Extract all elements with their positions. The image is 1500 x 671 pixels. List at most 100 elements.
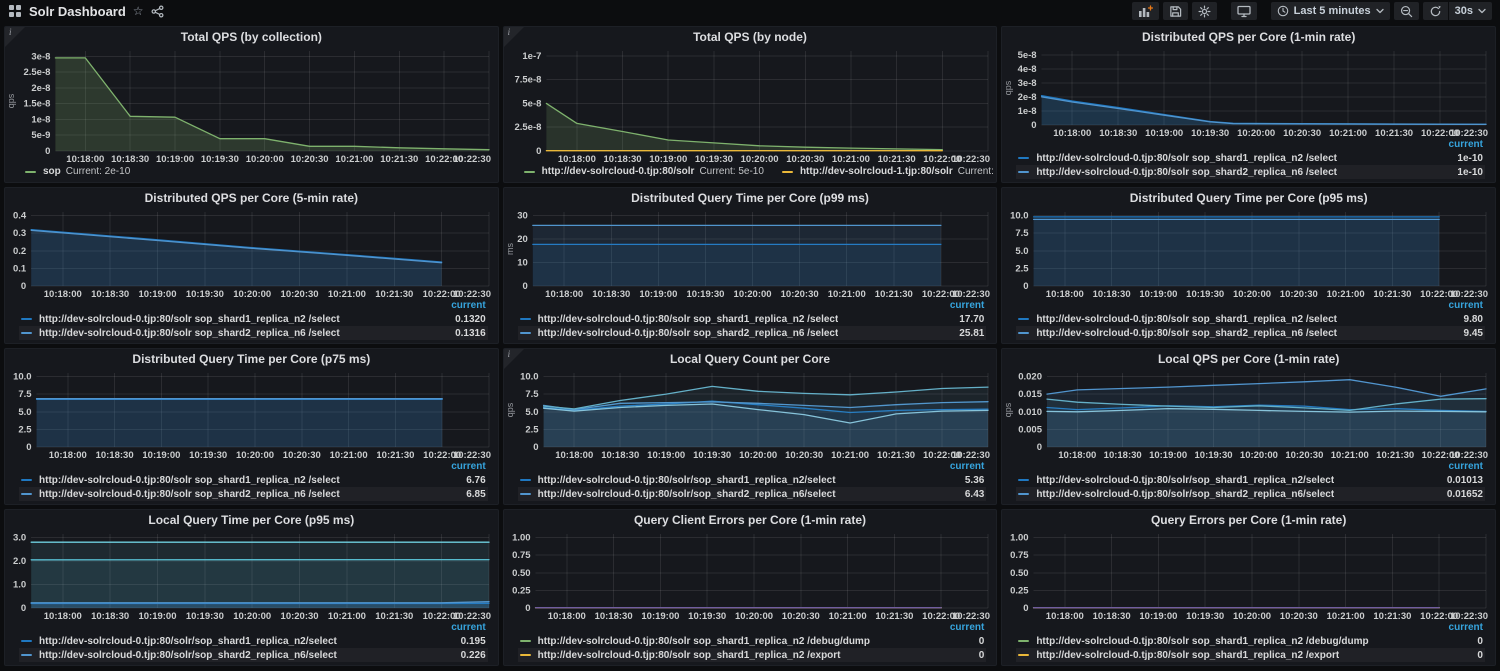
legend-current-column-header[interactable]: current <box>949 300 985 311</box>
y-axis: 10.0 7.5 5.0 2.5 0 <box>1010 211 1029 292</box>
series-current-value: 0.01652 <box>1446 488 1483 500</box>
time-series-chart[interactable]: 10:18:00 10:18:30 10:19:00 10:19:30 10:20:00… <box>5 46 498 165</box>
panel-title[interactable]: Distributed QPS per Core (1-min rate) <box>1141 30 1356 44</box>
legend-series-toggle[interactable]: http://dev-solrcloud-0.tjp:80/solr/sop_s… <box>19 634 488 648</box>
legend-series-toggle[interactable]: http://dev-solrcloud-0.tjp:80/solr sop_s… <box>1016 648 1485 662</box>
zoom-out-button[interactable] <box>1393 2 1419 20</box>
add-panel-button[interactable] <box>1131 2 1159 20</box>
dashboard-title[interactable]: Solr Dashboard <box>29 3 126 19</box>
refresh-interval-picker[interactable]: 30s <box>1448 2 1492 20</box>
x-axis: 10:18:00 10:18:30 10:19:00 10:19:30 10:20:00… <box>555 450 990 461</box>
time-series-chart[interactable]: 10:18:00 10:18:30 10:19:00 10:19:30 10:20:00… <box>504 368 997 461</box>
panel-title[interactable]: Distributed QPS per Core (5-min rate) <box>144 191 359 205</box>
cycle-view-mode-button[interactable] <box>1230 2 1257 20</box>
legend-current-column-header[interactable]: current <box>949 622 985 633</box>
legend-series-toggle[interactable]: http://dev-solrcloud-0.tjp:80/solr sop_s… <box>19 473 488 487</box>
time-series-chart[interactable]: 10:18:00 10:18:30 10:19:00 10:19:30 10:20:00… <box>1002 46 1495 139</box>
svg-text:7.5: 7.5 <box>525 389 539 400</box>
legend-current-column-header[interactable]: current <box>451 461 486 472</box>
legend-series-toggle[interactable]: http://dev-solrcloud-0.tjp:80/solr/sop_s… <box>517 487 987 501</box>
legend-series-toggle[interactable]: http://dev-solrcloud-0.tjp:80/solr sop_s… <box>518 312 987 326</box>
save-icon <box>1169 5 1181 17</box>
legend-current-column-header[interactable]: current <box>451 300 486 311</box>
svg-text:10:20:00: 10:20:00 <box>735 611 773 622</box>
legend-series-toggle[interactable]: http://dev-solrcloud-0.tjp:80/solr sop_s… <box>19 487 488 501</box>
panel-title[interactable]: Total QPS (by collection) <box>180 30 322 44</box>
refresh-button[interactable] <box>1422 2 1449 20</box>
svg-text:1e-8: 1e-8 <box>31 114 50 125</box>
legend-series-toggle[interactable]: http://dev-solrcloud-0.tjp:80/solr/sop_s… <box>1016 487 1485 501</box>
panel-title[interactable]: Query Client Errors per Core (1-min rate… <box>633 513 867 527</box>
share-icon[interactable] <box>151 5 164 18</box>
legend-current-column-header[interactable]: current <box>1448 139 1483 150</box>
time-series-chart[interactable]: 10:18:00 10:18:30 10:19:00 10:19:30 10:20:00… <box>5 368 498 461</box>
legend-series-toggle[interactable]: http://dev-solrcloud-0.tjp:80/solr/sop_s… <box>1016 473 1485 487</box>
panel-title[interactable]: Local Query Time per Core (p95 ms) <box>148 513 355 527</box>
series-name: http://dev-solrcloud-0.tjp:80/solr sop_s… <box>1036 313 1337 325</box>
dashboard-settings-button[interactable] <box>1191 2 1217 20</box>
svg-text:10:18:30: 10:18:30 <box>91 289 129 300</box>
legend-series-toggle[interactable]: http://dev-solrcloud-0.tjp:80/solr sop_s… <box>1016 165 1485 179</box>
legend-series-toggle[interactable]: http://dev-solrcloud-1.tjp:80/solr Curren… <box>781 166 997 177</box>
series-current-value: Current: 0 <box>957 166 997 177</box>
legend-series-toggle[interactable]: http://dev-solrcloud-0.tjp:80/solr sop_s… <box>517 648 987 662</box>
grid-lines <box>535 534 989 609</box>
legend-series-toggle[interactable]: http://dev-solrcloud-0.tjp:80/solr/sop_s… <box>518 473 987 487</box>
panel-title[interactable]: Distributed Query Time per Core (p75 ms) <box>132 352 371 366</box>
y-axis: 5e-8 4e-8 3e-8 2e-8 1e-8 0 <box>1018 50 1037 131</box>
panel-info-corner[interactable] <box>503 349 524 369</box>
legend-current-column-header[interactable]: current <box>949 461 985 472</box>
time-series-chart[interactable]: 10:18:00 10:18:30 10:19:00 10:19:30 10:20:00… <box>5 529 498 622</box>
time-series-chart[interactable]: 10:18:00 10:18:30 10:19:00 10:19:30 10:20:00… <box>504 46 997 165</box>
legend-current-column-header[interactable]: current <box>451 622 486 633</box>
panel-title[interactable]: Distributed Query Time per Core (p95 ms) <box>1129 191 1368 205</box>
grid-lines <box>1033 212 1487 287</box>
series-current-value: 0 <box>978 635 985 647</box>
time-series-chart[interactable]: 10:18:00 10:18:30 10:19:00 10:19:30 10:20:00… <box>1002 529 1495 622</box>
legend-series-toggle[interactable]: http://dev-solrcloud-0.tjp:80/solr sop_s… <box>517 326 987 340</box>
legend-series-toggle[interactable]: http://dev-solrcloud-0.tjp:80/solr sop_s… <box>19 312 488 326</box>
legend-series-toggle[interactable]: http://dev-solrcloud-0.tjp:80/solr sop_s… <box>19 326 488 340</box>
legend-series-toggle[interactable]: http://dev-solrcloud-0.tjp:80/solr sop_s… <box>1016 151 1485 165</box>
panel-info-corner[interactable] <box>503 27 524 47</box>
series-color-swatch <box>781 170 793 173</box>
time-series-chart[interactable]: 10:18:00 10:18:30 10:19:00 10:19:30 10:20:00… <box>504 529 997 622</box>
time-series-chart[interactable]: 10:18:00 10:18:30 10:19:00 10:19:30 10:20:00… <box>5 207 498 300</box>
time-series-chart[interactable]: 10:18:00 10:18:30 10:19:00 10:19:30 10:20:00… <box>504 207 997 300</box>
legend-current-column-header[interactable]: current <box>1448 461 1483 472</box>
panel-title[interactable]: Distributed Query Time per Core (p99 ms) <box>631 191 869 205</box>
panel-title[interactable]: Local QPS per Core (1-min rate) <box>1157 352 1340 366</box>
legend-series-toggle[interactable]: http://dev-solrcloud-0.tjp:80/solr Curren… <box>523 166 764 177</box>
svg-text:0.2: 0.2 <box>13 246 26 257</box>
legend-series-toggle[interactable]: http://dev-solrcloud-0.tjp:80/solr/sop_s… <box>19 648 488 662</box>
dashboard-grid-icon[interactable] <box>8 4 22 18</box>
series-current-value: Current: 5e-10 <box>699 166 764 177</box>
svg-text:10:22:00: 10:22:00 <box>922 611 960 622</box>
legend-series-toggle[interactable]: http://dev-solrcloud-0.tjp:80/solr sop_s… <box>1016 634 1485 648</box>
panel-title[interactable]: Local Query Count per Core <box>669 352 830 366</box>
svg-text:10:18:00: 10:18:00 <box>547 611 585 622</box>
time-series-chart[interactable]: 10:18:00 10:18:30 10:19:00 10:19:30 10:20:00… <box>1002 207 1495 300</box>
legend-series-toggle[interactable]: http://dev-solrcloud-0.tjp:80/solr sop_s… <box>1016 326 1485 340</box>
series-color-swatch <box>523 170 535 173</box>
panel-title[interactable]: Query Errors per Core (1-min rate) <box>1150 513 1347 527</box>
legend-series-toggle[interactable]: http://dev-solrcloud-0.tjp:80/solr sop_s… <box>1016 312 1485 326</box>
legend-series-toggle[interactable]: sop Current: 2e-10 <box>25 166 130 177</box>
time-series-chart[interactable]: 10:18:00 10:18:30 10:19:00 10:19:30 10:20:00… <box>1002 368 1495 461</box>
series-color-swatch <box>1018 640 1030 642</box>
svg-text:10:19:30: 10:19:30 <box>201 154 239 165</box>
series-current-value: 0 <box>1477 649 1483 661</box>
dashboard-panel: Query Client Errors per Core (1-min rate… <box>502 509 998 666</box>
panel-legend: current http://dev-solrcloud-0.tjp:80/sol… <box>1002 460 1495 504</box>
save-dashboard-button[interactable] <box>1162 2 1188 20</box>
star-icon[interactable]: ☆ <box>132 4 144 18</box>
time-range-picker[interactable]: Last 5 minutes <box>1270 2 1390 20</box>
series-current-value: 0.1316 <box>455 327 486 339</box>
panel-info-corner[interactable] <box>5 27 25 47</box>
legend-current-column-header[interactable]: current <box>1448 622 1483 633</box>
legend-series-toggle[interactable]: http://dev-solrcloud-0.tjp:80/solr sop_s… <box>518 634 987 648</box>
dashboard-panel: Distributed Query Time per Core (p75 ms)… <box>4 348 499 505</box>
legend-current-column-header[interactable]: current <box>1448 300 1483 311</box>
y-axis: 0.020 0.015 0.010 0.005 0 <box>1019 372 1043 453</box>
panel-title[interactable]: Total QPS (by node) <box>693 30 807 44</box>
